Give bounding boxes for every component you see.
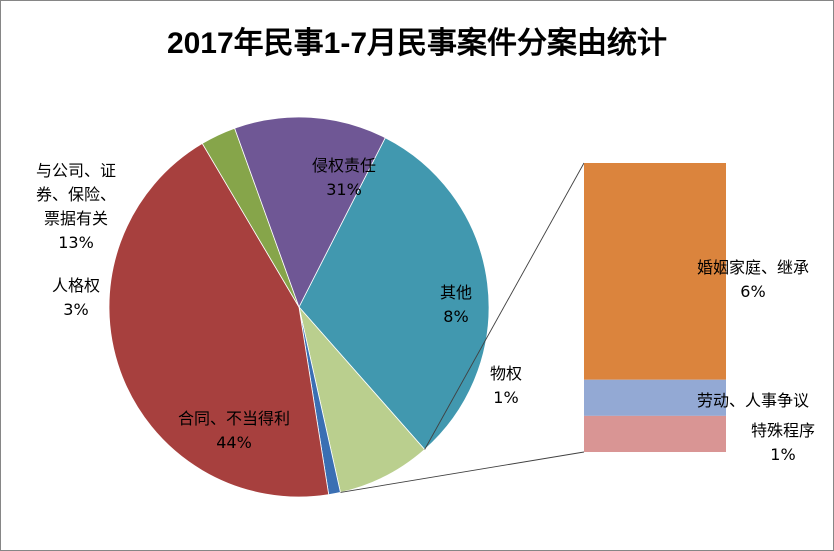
data-labels: 侵权责任 31% 其他 8% 物权 1% 合同、不当得利 44% 人格权 3% 与公司、证券、保险、…: [36, 156, 815, 464]
slice-label-infringement: 侵权责任 31%: [312, 156, 376, 199]
breakdown-bar: [584, 163, 726, 453]
slice-label-property: 物权 1%: [490, 364, 522, 407]
breakdown-segment-marriage: [584, 163, 726, 380]
chart-title: 2017年民事1-7月民事案件分案由统计: [167, 26, 667, 60]
connector-bottom: [340, 451, 585, 493]
pie: [108, 116, 490, 498]
slice-label-contract: 合同、不当得利 44%: [178, 409, 290, 452]
breakdown-label-marriage: 婚姻家庭、继承 6%: [697, 258, 809, 301]
connector-top: [424, 162, 585, 450]
slice-label-other: 其他 8%: [440, 283, 472, 326]
breakdown-segment-special: [584, 415, 726, 453]
breakdown-label-special: 特殊程序 1%: [751, 421, 815, 464]
breakdown-label-labor: 劳动、人事争议: [697, 391, 809, 410]
slice-label-personality: 人格权 3%: [52, 276, 100, 319]
breakdown-segment-labor: [584, 379, 726, 416]
pie-slice-contract: [108, 142, 330, 498]
pie-slice-company: [234, 116, 386, 309]
pie-slice-infringement: [298, 137, 490, 451]
breakdown-connectors: [340, 162, 585, 493]
slice-label-company: 与公司、证券、保险、票据有关 13%: [36, 161, 116, 252]
